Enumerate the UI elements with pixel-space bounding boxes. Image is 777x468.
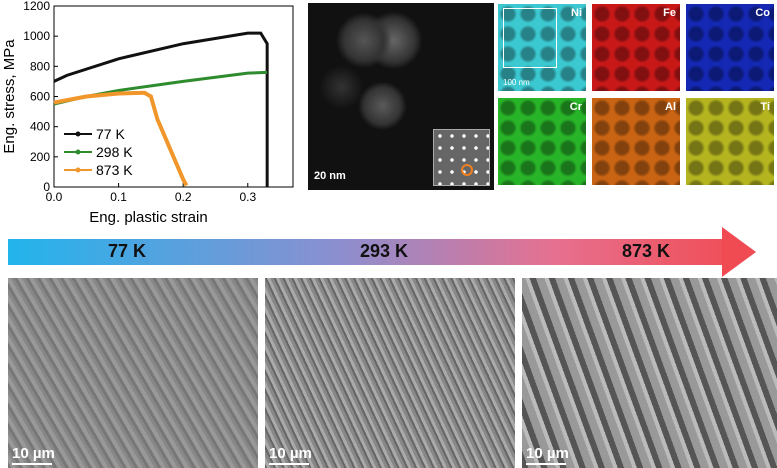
y-axis-label: Eng. stress, MPa	[1, 39, 18, 154]
element-label: Ni	[571, 7, 582, 19]
legend-label: 298 K	[96, 144, 133, 160]
x-tick-label: 0.2	[175, 190, 192, 204]
legend-label: 873 K	[96, 162, 133, 178]
scale-bar: 20 nm	[314, 170, 346, 182]
arrow-label: 293 K	[360, 241, 409, 261]
x-tick-label: 0.0	[46, 190, 63, 204]
x-tick-label: 0.1	[110, 190, 127, 204]
y-tick-label: 400	[30, 120, 50, 134]
element-label: Ti	[760, 101, 770, 113]
element-map-co: Co	[686, 4, 774, 91]
x-tick-label: 0.3	[239, 190, 256, 204]
scale-bar: 10 µm	[269, 445, 312, 465]
sem-image-77k: 10 µm	[8, 278, 258, 468]
diffraction-pattern-inset	[433, 129, 490, 186]
element-map-cr: Cr	[498, 98, 586, 185]
element-label: Cr	[569, 101, 582, 113]
stress-strain-chart: 0.0 0.1 0.2 0.3 0 200 400 600 800 1000 1200 Eng. pl…	[1, 0, 294, 226]
arrow-label: 873 K	[622, 241, 671, 261]
scale-bar: 100 nm	[503, 78, 530, 87]
element-map-ni: Ni 100 nm	[498, 4, 586, 91]
series-line-873k	[53, 90, 189, 187]
series-line-298k	[53, 70, 268, 106]
element-map-ti: Ti	[686, 98, 774, 185]
legend-marker	[75, 131, 81, 137]
element-label: Co	[755, 7, 770, 19]
series-line-77k	[53, 31, 269, 187]
x-axis-label: Eng. plastic strain	[89, 209, 207, 226]
element-label: Al	[665, 101, 676, 113]
y-tick-label: 200	[30, 150, 50, 164]
arrow-label: 77 K	[108, 241, 147, 261]
scale-bar: 10 µm	[526, 445, 569, 465]
legend-marker	[75, 149, 81, 155]
legend-label: 77 K	[96, 126, 125, 142]
y-tick-label: 800	[30, 59, 50, 73]
temperature-arrow: 77 K 293 K 873 K	[8, 227, 756, 277]
element-map-al: Al	[592, 98, 680, 185]
y-tick-label: 600	[30, 90, 50, 104]
tem-dark-field-image: 20 nm	[308, 3, 494, 190]
sem-image-873k: 10 µm	[522, 278, 777, 468]
y-tick-label: 1200	[23, 0, 50, 13]
sem-image-293k: 10 µm	[265, 278, 515, 468]
y-tick-label: 1000	[23, 29, 50, 43]
scale-bar: 10 µm	[12, 445, 55, 465]
element-label: Fe	[663, 7, 676, 19]
y-tick-label: 0	[43, 180, 50, 194]
legend-marker	[75, 167, 81, 173]
element-map-fe: Fe	[592, 4, 680, 91]
